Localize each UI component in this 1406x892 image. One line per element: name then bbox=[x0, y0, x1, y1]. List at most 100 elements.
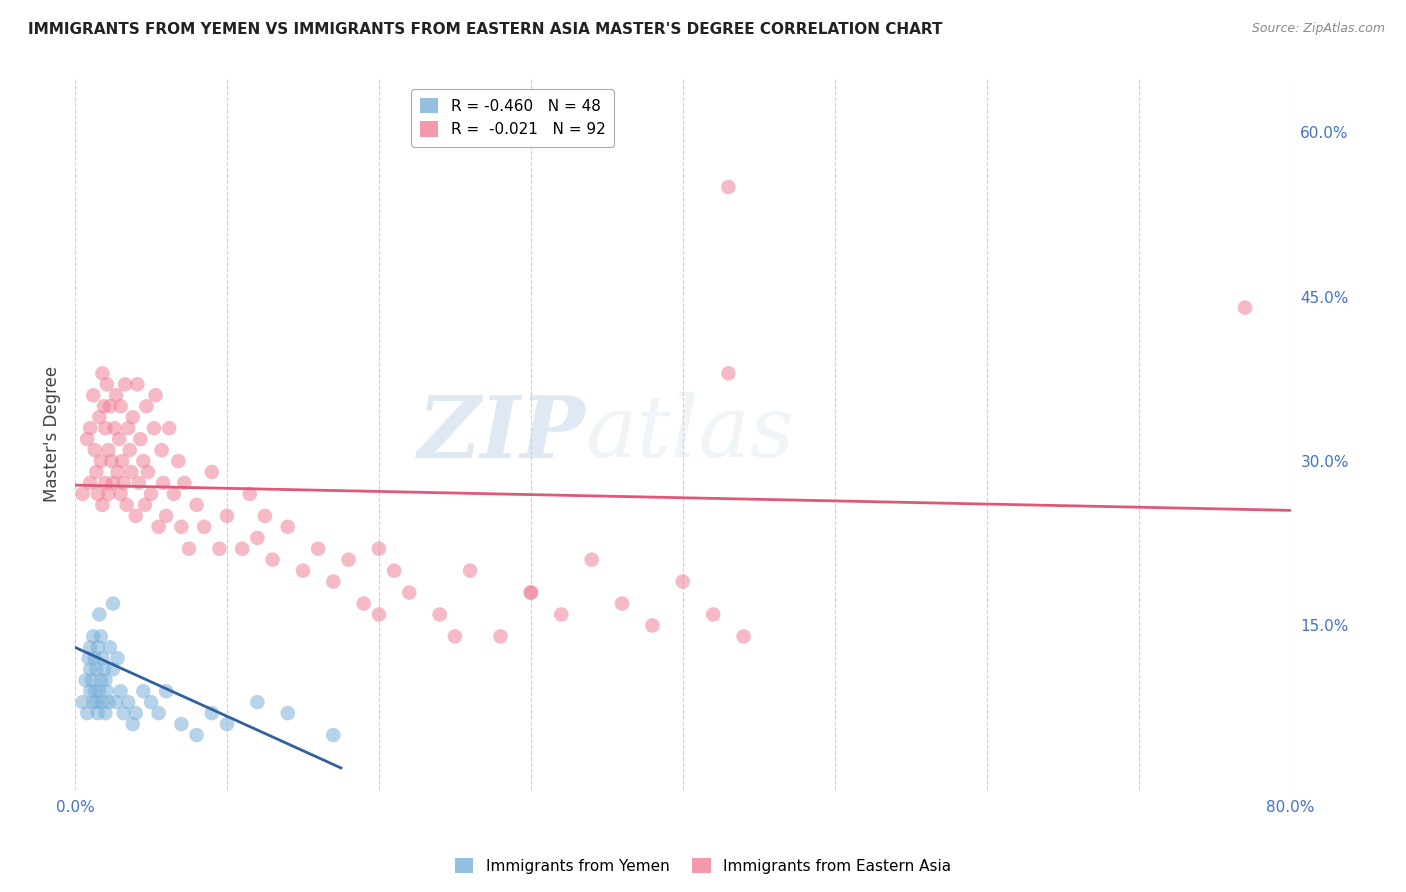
Point bbox=[193, 520, 215, 534]
Text: atlas: atlas bbox=[585, 392, 794, 475]
Point bbox=[79, 421, 101, 435]
Point bbox=[72, 695, 94, 709]
Point bbox=[84, 465, 107, 479]
Point bbox=[94, 673, 117, 688]
Point bbox=[277, 520, 299, 534]
Point bbox=[139, 487, 162, 501]
Point bbox=[458, 564, 481, 578]
Point bbox=[139, 695, 162, 709]
Point bbox=[79, 684, 101, 698]
Point bbox=[717, 180, 740, 194]
Point bbox=[170, 717, 193, 731]
Point bbox=[79, 475, 101, 490]
Point bbox=[129, 432, 152, 446]
Point bbox=[91, 367, 114, 381]
Point bbox=[337, 552, 360, 566]
Point bbox=[96, 377, 118, 392]
Text: Source: ZipAtlas.com: Source: ZipAtlas.com bbox=[1251, 22, 1385, 36]
Point bbox=[75, 673, 97, 688]
Point bbox=[80, 673, 103, 688]
Point bbox=[143, 421, 166, 435]
Point bbox=[110, 487, 132, 501]
Point bbox=[107, 465, 129, 479]
Point bbox=[103, 421, 125, 435]
Point bbox=[94, 421, 117, 435]
Point bbox=[177, 541, 200, 556]
Point bbox=[215, 717, 238, 731]
Point bbox=[82, 388, 104, 402]
Point bbox=[1234, 301, 1257, 315]
Point bbox=[111, 454, 134, 468]
Point bbox=[550, 607, 572, 622]
Point bbox=[163, 487, 186, 501]
Point bbox=[246, 695, 269, 709]
Text: IMMIGRANTS FROM YEMEN VS IMMIGRANTS FROM EASTERN ASIA MASTER'S DEGREE CORRELATIO: IMMIGRANTS FROM YEMEN VS IMMIGRANTS FROM… bbox=[28, 22, 942, 37]
Point bbox=[110, 684, 132, 698]
Point bbox=[89, 684, 111, 698]
Point bbox=[127, 377, 149, 392]
Point bbox=[108, 432, 131, 446]
Point bbox=[98, 640, 121, 655]
Point bbox=[239, 487, 262, 501]
Point bbox=[201, 465, 224, 479]
Point bbox=[148, 520, 170, 534]
Point bbox=[93, 399, 115, 413]
Point bbox=[101, 662, 124, 676]
Point bbox=[520, 585, 543, 599]
Point bbox=[83, 684, 105, 698]
Point bbox=[382, 564, 405, 578]
Point bbox=[76, 706, 98, 720]
Point bbox=[77, 651, 100, 665]
Point bbox=[105, 388, 128, 402]
Point bbox=[581, 552, 603, 566]
Point bbox=[322, 728, 344, 742]
Point bbox=[150, 443, 173, 458]
Point bbox=[112, 706, 135, 720]
Point bbox=[186, 728, 208, 742]
Point bbox=[97, 695, 120, 709]
Point bbox=[322, 574, 344, 589]
Point bbox=[215, 508, 238, 523]
Point bbox=[641, 618, 664, 632]
Point bbox=[201, 706, 224, 720]
Point bbox=[89, 607, 111, 622]
Point bbox=[100, 454, 122, 468]
Point bbox=[114, 377, 136, 392]
Point bbox=[94, 475, 117, 490]
Point bbox=[94, 706, 117, 720]
Point bbox=[117, 695, 139, 709]
Point bbox=[398, 585, 420, 599]
Point bbox=[170, 520, 193, 534]
Point bbox=[733, 629, 755, 643]
Point bbox=[367, 541, 389, 556]
Point bbox=[132, 454, 155, 468]
Point bbox=[277, 706, 299, 720]
Point bbox=[173, 475, 195, 490]
Point bbox=[489, 629, 512, 643]
Point bbox=[307, 541, 329, 556]
Point bbox=[93, 662, 115, 676]
Legend: R = -0.460   N = 48, R =  -0.021   N = 92: R = -0.460 N = 48, R = -0.021 N = 92 bbox=[411, 88, 614, 146]
Point bbox=[82, 629, 104, 643]
Point bbox=[155, 508, 177, 523]
Point bbox=[125, 508, 148, 523]
Point bbox=[118, 443, 141, 458]
Point bbox=[246, 531, 269, 545]
Point bbox=[90, 454, 112, 468]
Point bbox=[125, 706, 148, 720]
Point bbox=[101, 475, 124, 490]
Point bbox=[91, 651, 114, 665]
Point bbox=[91, 498, 114, 512]
Point bbox=[135, 399, 157, 413]
Point bbox=[120, 465, 142, 479]
Point bbox=[105, 695, 128, 709]
Point bbox=[91, 695, 114, 709]
Point bbox=[186, 498, 208, 512]
Text: ZIP: ZIP bbox=[418, 392, 585, 475]
Point bbox=[610, 597, 633, 611]
Point bbox=[84, 662, 107, 676]
Point bbox=[90, 629, 112, 643]
Point bbox=[444, 629, 467, 643]
Point bbox=[87, 487, 110, 501]
Point bbox=[115, 498, 138, 512]
